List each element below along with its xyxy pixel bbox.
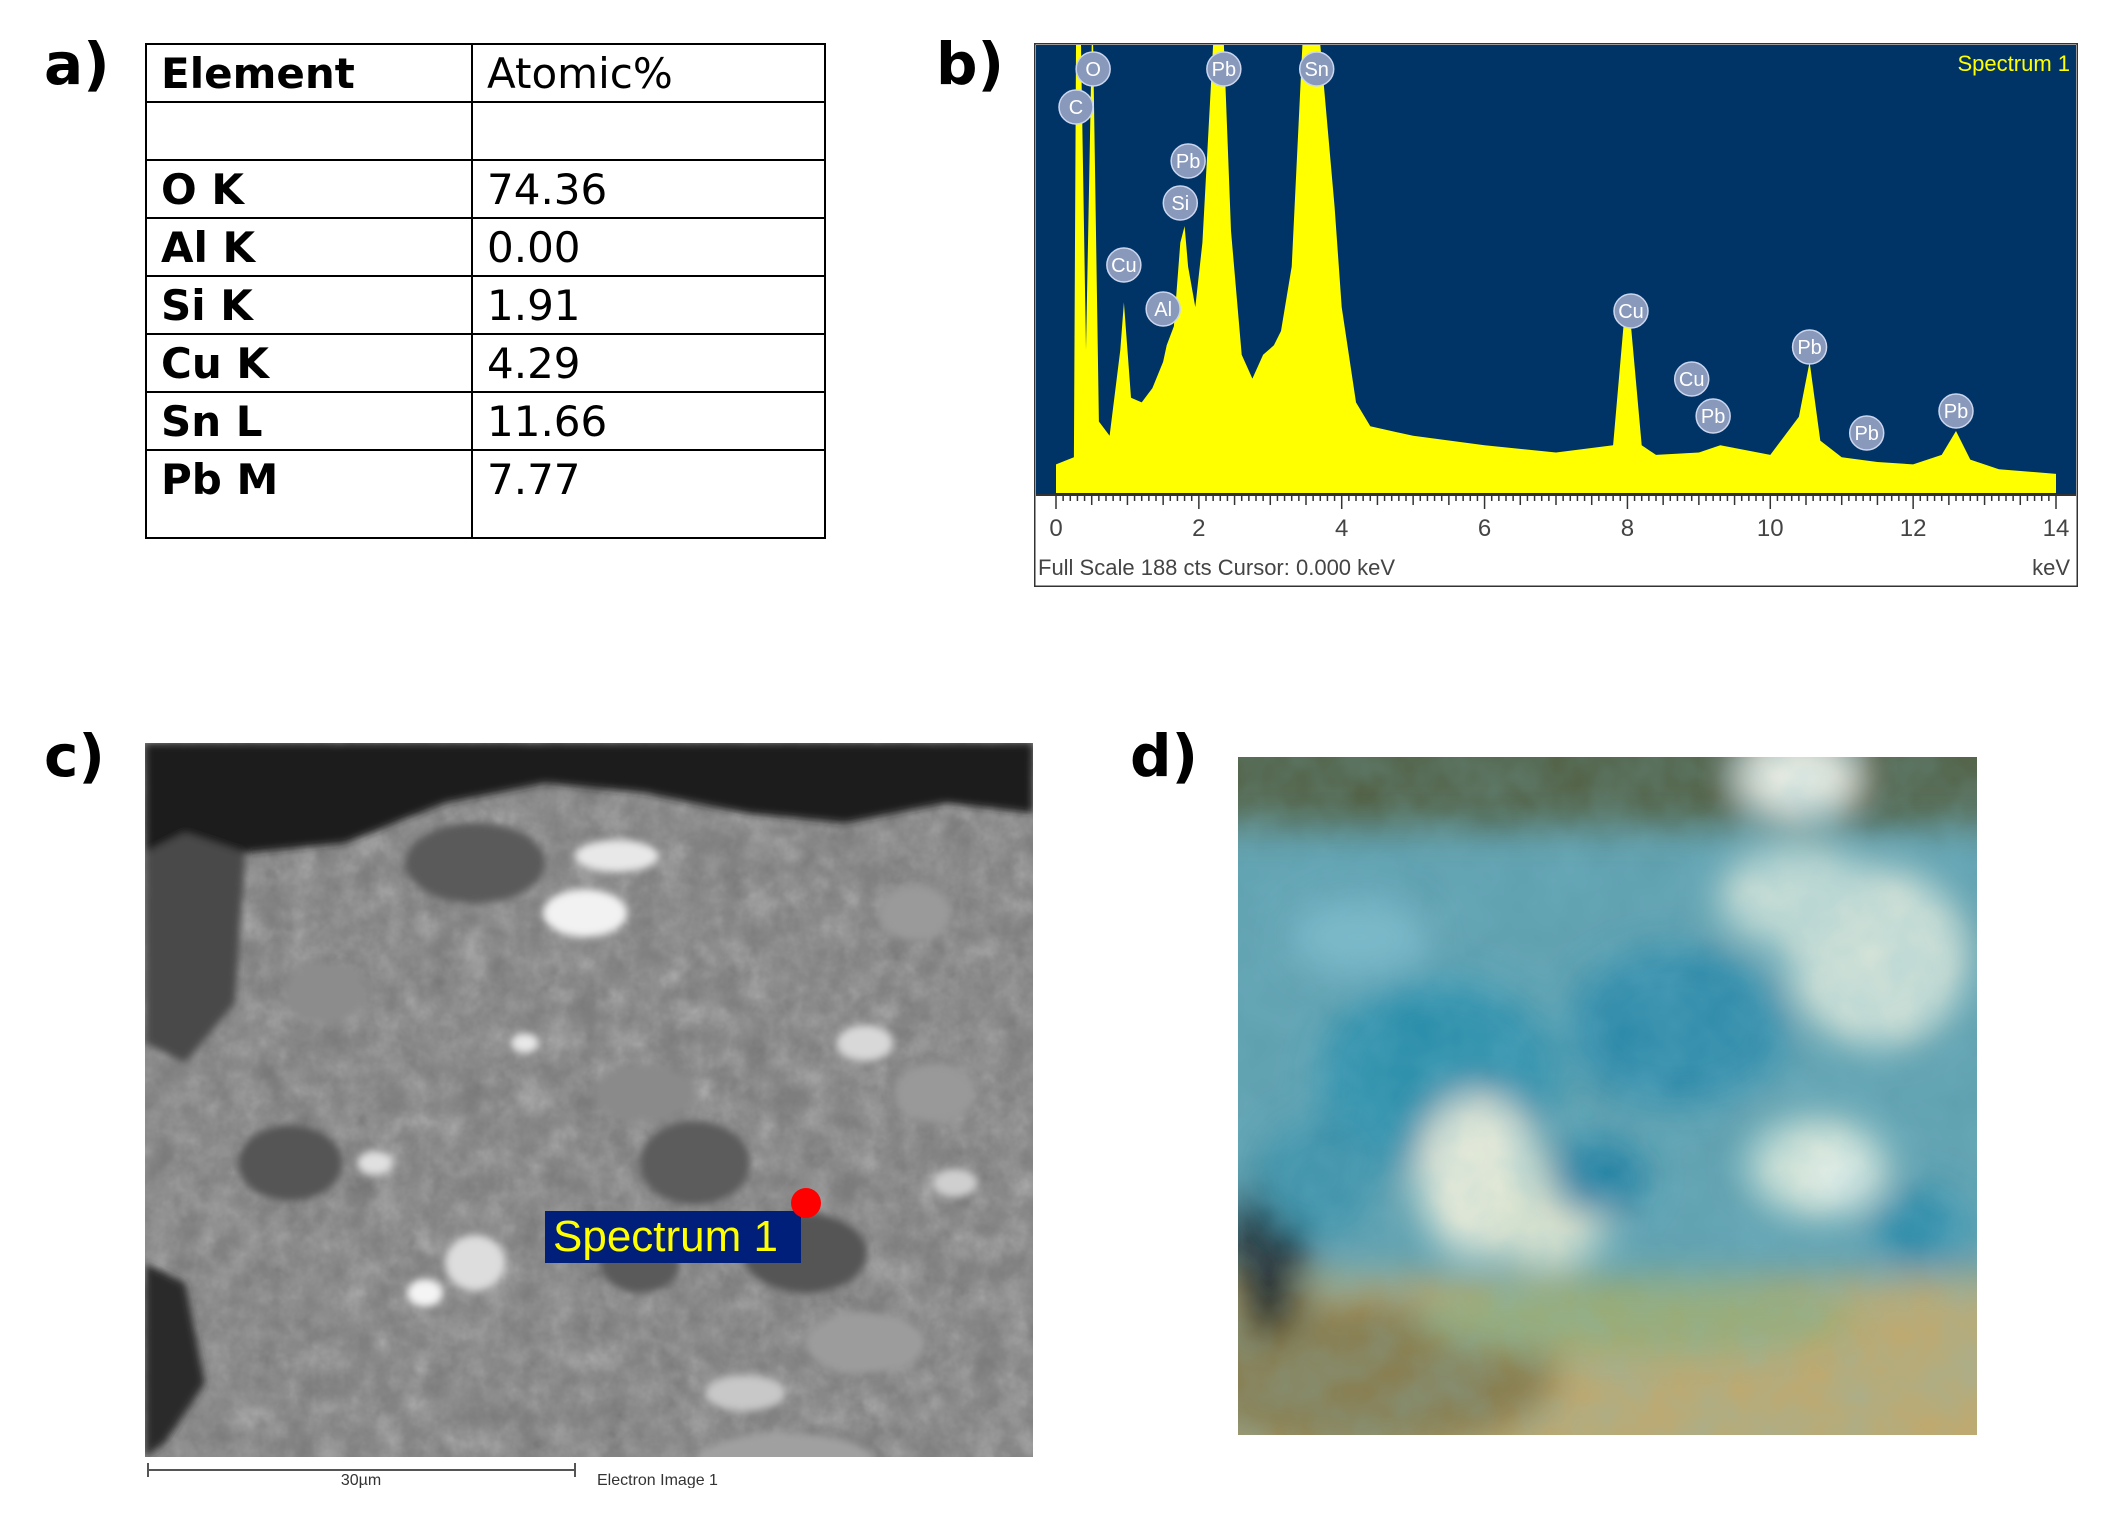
electron-image-svg: Spectrum 1 30µm Electron Image 1 <box>145 743 1033 1488</box>
peak-label: Al <box>1145 291 1181 327</box>
spectrum-spot-box <box>545 1211 801 1263</box>
row-element: Al K <box>145 217 473 277</box>
image-caption: Electron Image 1 <box>597 1472 718 1488</box>
table-row: Al K 0.00 <box>145 217 826 277</box>
eds-spectrum-chart: O C Pb Sn Pb Si Cu Al Cu Pb Cu Pb Pb Pb Spectrum 1 0 2… <box>1034 43 2078 587</box>
peak-label: Pb <box>1206 51 1242 87</box>
peak-label-layer: OC Pb Sn Pb Si Cu Al Cu Pb Cu Pb Pb Pb <box>1058 51 1974 451</box>
optical-micrograph-svg <box>1238 757 1977 1435</box>
peak-label-marker <box>1206 51 1242 87</box>
table-row: Sn L 11.66 <box>145 391 826 451</box>
peak-label-marker <box>1673 361 1710 397</box>
peak-label-marker <box>1298 51 1335 87</box>
table-row: Cu K 4.29 <box>145 333 826 393</box>
x-tick-label: 10 <box>1757 515 1784 542</box>
row-value: 7.77 <box>471 449 826 539</box>
table-row: Si K 1.91 <box>145 275 826 335</box>
composition-table: Element Atomic% O K 74.36 Al K 0.00 Si K… <box>145 43 826 539</box>
peak-label-text: Cu <box>1618 301 1644 323</box>
spectrum-svg: OC Pb Sn Pb Si Cu Al Cu Pb Cu Pb Pb Pb Spectrum 1 0 2… <box>1034 43 2078 587</box>
peak-label-text: Cu <box>1679 369 1705 391</box>
x-tick-layer: 0 2 4 6 8 10 12 14 <box>1049 495 2069 542</box>
peak-label-marker <box>1170 143 1206 179</box>
peak-label: Sn <box>1298 51 1335 87</box>
spectrum-title: Spectrum 1 <box>1958 51 2071 76</box>
spectrum-series <box>1056 45 2056 493</box>
peak-label: Pb <box>1695 398 1731 434</box>
optical-micrograph <box>1238 757 1977 1435</box>
peak-label: O <box>1075 51 1111 87</box>
table-row: Pb M 7.77 <box>145 449 826 539</box>
peak-label: Pb <box>1938 393 1974 429</box>
scale-bar-label: 30µm <box>341 1472 381 1488</box>
peak-label-marker <box>1075 51 1111 87</box>
peak-label-marker <box>1848 415 1885 451</box>
row-element: O K <box>145 159 473 219</box>
panel-label-d: d) <box>1130 722 1199 790</box>
row-value: 1.91 <box>471 275 826 335</box>
row-value: 4.29 <box>471 333 826 393</box>
peak-label: Pb <box>1791 329 1828 365</box>
spectrum-spot-marker <box>791 1188 821 1218</box>
peak-label-text: Sn <box>1304 59 1328 81</box>
row-element: Pb M <box>145 449 473 539</box>
peak-label: Si <box>1162 185 1199 221</box>
peak-label-text: Pb <box>1701 406 1725 428</box>
x-tick-label: 0 <box>1049 515 1062 542</box>
peak-label-text: C <box>1069 97 1083 119</box>
table-header-row: Element Atomic% <box>145 43 826 103</box>
spectrum-footer: Full Scale 188 cts Cursor: 0.000 keV <box>1038 555 1395 580</box>
panel-label-a: a) <box>44 30 110 98</box>
x-axis-label: keV <box>2032 555 2070 580</box>
spectrum-spot-label: Spectrum 1 <box>553 1212 778 1261</box>
header-element: Element <box>145 43 473 103</box>
peak-label-text: Si <box>1171 193 1189 215</box>
x-tick-label: 4 <box>1335 515 1348 542</box>
peak-label: Cu <box>1673 361 1710 397</box>
peak-label: Pb <box>1848 415 1885 451</box>
panel-label-b: b) <box>936 30 1005 98</box>
spectrum-fill-layer <box>1056 45 2056 493</box>
peak-label-text: Pb <box>1854 423 1878 445</box>
peak-label: Cu <box>1613 293 1649 329</box>
peak-label-marker <box>1145 291 1181 327</box>
peak-label-marker <box>1938 393 1974 429</box>
row-value: 11.66 <box>471 391 826 451</box>
x-tick-label: 6 <box>1478 515 1491 542</box>
sem-features <box>145 743 1033 1488</box>
header-atomic-percent: Atomic% <box>471 43 826 103</box>
peak-label-marker <box>1058 89 1094 125</box>
peak-label-marker <box>1162 185 1199 221</box>
x-tick-label: 2 <box>1192 515 1205 542</box>
peak-label-text: Pb <box>1212 59 1236 81</box>
table-row: O K 74.36 <box>145 159 826 219</box>
x-tick-label: 14 <box>2043 515 2070 542</box>
peak-label-text: Al <box>1154 299 1172 321</box>
x-tick-label: 8 <box>1621 515 1634 542</box>
row-element: Si K <box>145 275 473 335</box>
table-empty-row <box>145 101 826 161</box>
peak-label-marker <box>1613 293 1649 329</box>
peak-label-text: Cu <box>1111 255 1137 277</box>
row-element: Sn L <box>145 391 473 451</box>
peak-label: C <box>1058 89 1094 125</box>
panel-label-c: c) <box>44 722 105 790</box>
row-element: Cu K <box>145 333 473 393</box>
peak-label-marker <box>1106 247 1142 283</box>
peak-label-text: Pb <box>1797 337 1821 359</box>
peak-label-marker <box>1695 398 1731 434</box>
peak-label-marker <box>1791 329 1828 365</box>
optical-texture <box>1238 757 1977 1435</box>
peak-label-text: O <box>1085 59 1101 81</box>
peak-label: Pb <box>1170 143 1206 179</box>
peak-label: Cu <box>1106 247 1142 283</box>
sem-info-bar <box>145 1457 1033 1488</box>
electron-image-panel: Spectrum 1 30µm Electron Image 1 <box>145 743 1033 1488</box>
peak-label-text: Pb <box>1176 151 1200 173</box>
peak-label-text: Pb <box>1944 401 1968 423</box>
row-value: 0.00 <box>471 217 826 277</box>
x-tick-label: 12 <box>1900 515 1927 542</box>
row-value: 74.36 <box>471 159 826 219</box>
